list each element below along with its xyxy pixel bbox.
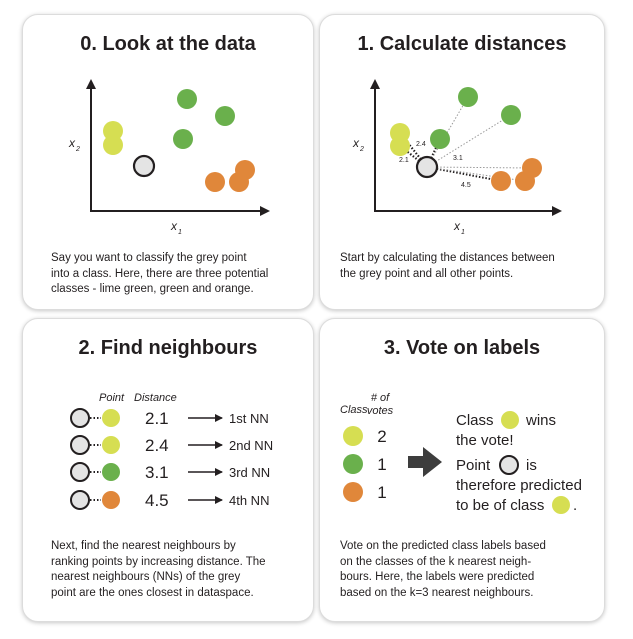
green-point xyxy=(215,106,235,126)
orange-point xyxy=(522,158,542,178)
grey-query-point xyxy=(70,462,90,482)
panel-caption: Say you want to classify the grey point … xyxy=(51,252,269,295)
y-axis-subscript: 2 xyxy=(75,146,80,153)
distance-value: 4.5 xyxy=(145,491,169,510)
grey-query-point xyxy=(499,455,519,475)
y-axis-label: x xyxy=(68,136,76,150)
result-is: is xyxy=(526,457,537,474)
neighbour-row: 3.1 3rd NN xyxy=(70,462,270,482)
rank-label: 3rd NN xyxy=(229,465,270,480)
vote-count: 1 xyxy=(377,483,386,502)
neighbour-dot xyxy=(102,409,120,427)
panel-look-at-data: 0. Look at the data x 2 x 1 Say you want… xyxy=(22,14,314,310)
rank-label: 1st NN xyxy=(229,411,269,426)
result-point: Point xyxy=(456,457,491,474)
panel-calculate-distances: 1. Calculate distances x 2 x 1 xyxy=(319,14,605,310)
panel-find-neighbours: 2. Find neighbours Point Distance 2.1 1s… xyxy=(22,318,314,622)
distance-label: 2.4 xyxy=(416,141,426,148)
header-votes-line2: votes xyxy=(367,405,394,417)
result-the-vote: the vote! xyxy=(456,432,514,449)
panel-title: 0. Look at the data xyxy=(80,33,256,55)
green-point xyxy=(430,129,450,149)
neighbour-ranking: Point Distance 2.1 1st NN 2.4 2nd NN xyxy=(70,392,273,510)
grey-query-point xyxy=(415,155,439,179)
rank-label: 4th NN xyxy=(229,493,269,508)
panel-caption: Start by calculating the distances betwe… xyxy=(340,252,555,280)
orange-point xyxy=(235,160,255,180)
distance-line xyxy=(426,166,533,169)
header-class: Class xyxy=(340,404,368,416)
distance-value: 2.1 xyxy=(145,409,169,428)
vote-count: 1 xyxy=(377,455,386,474)
distance-plot: x 2 x 1 2.1 2.4 3.1 4.5 xyxy=(352,79,562,236)
result-therefore: therefore predicted xyxy=(456,477,582,494)
result-be-of-class: to be of class xyxy=(456,497,544,514)
x-axis-subscript: 1 xyxy=(178,229,182,236)
panel-title: 3. Vote on labels xyxy=(383,337,541,359)
neighbour-dot xyxy=(102,463,120,481)
green-point xyxy=(501,105,521,125)
lime-point xyxy=(103,121,123,141)
panel-caption: Vote on the predicted class labels based… xyxy=(340,540,546,599)
distance-value: 3.1 xyxy=(145,463,169,482)
header-point: Point xyxy=(99,392,125,404)
distance-label: 2.1 xyxy=(399,157,409,164)
result-period: . xyxy=(573,497,577,514)
neighbour-dot xyxy=(102,436,120,454)
green-point xyxy=(177,89,197,109)
class-dot xyxy=(343,426,363,446)
result-class: Class xyxy=(456,412,494,429)
panel-title: 1. Calculate distances xyxy=(357,33,567,55)
neighbour-rows: 2.1 1st NN 2.4 2nd NN 3.1 3rd NN xyxy=(70,408,273,510)
x-axis-label: x xyxy=(170,219,178,233)
header-distance: Distance xyxy=(134,392,177,404)
rank-label: 2nd NN xyxy=(229,438,273,453)
neighbour-dot xyxy=(102,491,120,509)
grey-query-point xyxy=(132,154,156,178)
orange-point xyxy=(205,172,225,192)
x-axis-subscript: 1 xyxy=(461,229,465,236)
distance-value: 2.4 xyxy=(145,436,169,455)
green-point xyxy=(173,129,193,149)
neighbour-row: 4.5 4th NN xyxy=(70,490,269,510)
distance-line xyxy=(426,166,502,182)
y-axis-label: x xyxy=(352,136,360,150)
green-point xyxy=(458,87,478,107)
panel-caption: Next, find the nearest neighbours by ran… xyxy=(51,540,266,599)
vote-diagram: Class # of votes 2 1 1 Class wins the vo… xyxy=(340,392,582,514)
lime-point xyxy=(390,136,410,156)
grey-query-point xyxy=(70,408,90,428)
panel-vote-on-labels: 3. Vote on labels Class # of votes 2 1 1… xyxy=(319,318,605,622)
distance-line xyxy=(399,145,428,168)
result-wins: wins xyxy=(525,412,556,429)
distance-line xyxy=(426,96,469,168)
grey-query-point xyxy=(70,490,90,510)
orange-point xyxy=(491,171,511,191)
scatter-plot: x 2 x 1 xyxy=(68,79,270,236)
vote-count: 2 xyxy=(377,427,386,446)
neighbour-row: 2.1 1st NN xyxy=(70,408,269,428)
class-dot xyxy=(343,482,363,502)
class-dot xyxy=(343,454,363,474)
neighbour-row: 2.4 2nd NN xyxy=(70,435,273,455)
grey-query-point xyxy=(70,435,90,455)
distance-label: 4.5 xyxy=(461,182,471,189)
x-axis-label: x xyxy=(453,219,461,233)
result-arrow-icon xyxy=(408,447,442,477)
predicted-class-dot xyxy=(552,496,570,514)
header-votes-line1: # of xyxy=(371,392,390,404)
distance-label: 3.1 xyxy=(453,155,463,162)
panel-title: 2. Find neighbours xyxy=(78,337,258,359)
winning-class-dot xyxy=(501,411,519,429)
lime-point xyxy=(103,135,123,155)
y-axis-subscript: 2 xyxy=(359,146,364,153)
